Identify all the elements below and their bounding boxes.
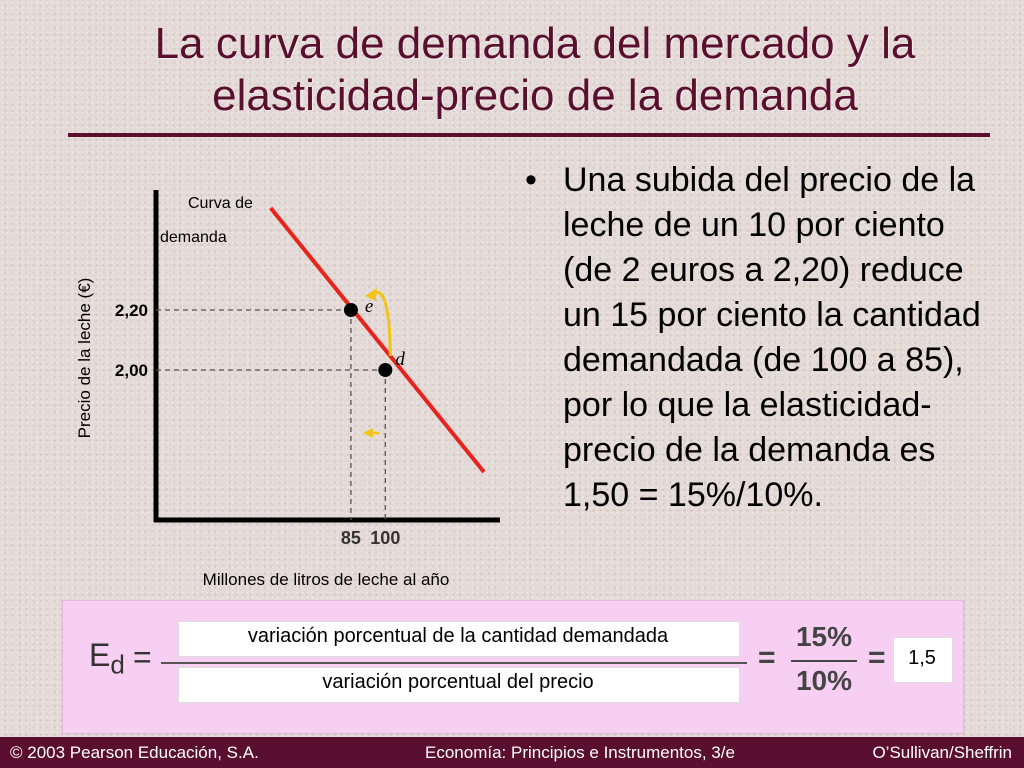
x-tick-label-100: 100 [370, 528, 400, 548]
demand-curve [269, 206, 486, 474]
y-tick-label-2-00: 2,00 [115, 361, 148, 380]
quantity-drop-arrowhead [362, 428, 373, 438]
point-e-label: e [365, 296, 373, 317]
footer-copyright: © 2003 Pearson Educación, S.A. [10, 743, 259, 762]
page-title: La curva de demanda del mercado y la ela… [154, 19, 916, 120]
demand-chart: Precio de la leche (€) Millones de litro… [75, 190, 500, 589]
elasticity-symbol: Ed [89, 637, 125, 680]
title-divider [68, 133, 990, 137]
point-d [378, 363, 393, 377]
point-d-label: d [395, 349, 405, 370]
formula-result: 1,5 [908, 647, 936, 669]
numerator-box [178, 621, 740, 657]
curve-label-line2: demanda [160, 229, 227, 246]
point-e [343, 303, 358, 317]
curve-label-line1: Curva de [188, 195, 253, 212]
denominator-box [178, 667, 740, 703]
fraction-line [791, 660, 857, 662]
equals-sign: = [758, 641, 776, 674]
result-box [893, 637, 953, 683]
fraction-line [161, 662, 747, 664]
price-rise-arrowhead [364, 288, 377, 301]
bullet-text: Una subida del precio de la leche de un … [563, 161, 981, 514]
explanation-bullet: • Una subida del precio de la leche de u… [525, 158, 1000, 518]
elasticity-formula: Ed = variación porcentual de la cantidad… [62, 600, 964, 734]
formula-denominator: variación porcentual del precio [322, 671, 594, 693]
equals-sign: = [868, 641, 886, 674]
footer-authors: O’Sullivan/Sheffrin [872, 743, 1012, 762]
bullet-marker: • [525, 161, 537, 199]
x-tick-label-85: 85 [341, 528, 361, 548]
x-axis-label: Millones de litros de leche al año [203, 570, 450, 589]
formula-numerator: variación porcentual de la cantidad dema… [247, 625, 669, 647]
fraction-numerator-value: 15% [795, 621, 853, 652]
fraction-denominator-value: 10% [795, 665, 853, 696]
y-axis-label: Precio de la leche (€) [75, 278, 94, 439]
equals-sign: = [133, 639, 152, 675]
footer-bar: © 2003 Pearson Educación, S.A. Economía:… [0, 737, 1024, 768]
y-tick-label-2-20: 2,20 [115, 301, 148, 320]
footer-book-title: Economía: Principios e Instrumentos, 3/e [425, 743, 735, 762]
